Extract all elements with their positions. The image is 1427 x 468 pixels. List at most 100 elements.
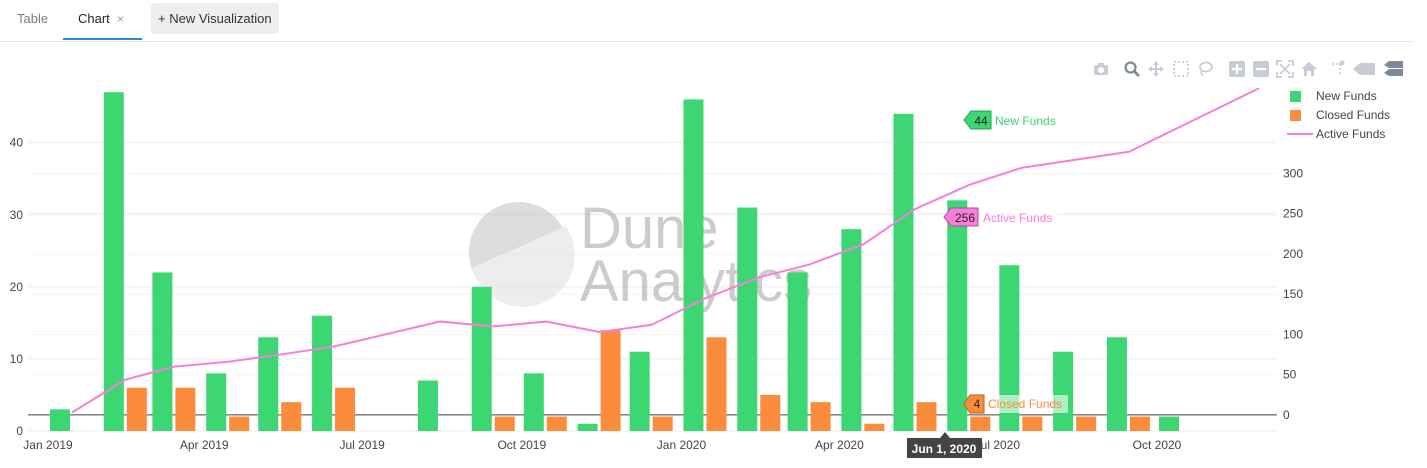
y-left-tick-label: 20 [10, 280, 24, 294]
hover-closest-icon[interactable] [1352, 60, 1376, 78]
camera-icon[interactable] [1092, 60, 1110, 78]
bar-closed-funds [335, 387, 356, 431]
bar-new-funds [683, 99, 704, 432]
y-left-tick-label: 10 [10, 352, 24, 366]
legend-item-active-funds[interactable]: Active Funds [1287, 126, 1390, 145]
bar-closed-funds [1129, 416, 1150, 431]
hover-closed-funds-name: Closed Funds [988, 397, 1062, 411]
x-tick-label: Apr 2019 [180, 438, 229, 452]
tab-table[interactable]: Table [17, 11, 49, 26]
bar-new-funds [1053, 351, 1074, 431]
watermark-logo-shade [472, 226, 575, 307]
close-icon[interactable]: × [117, 12, 125, 26]
watermark-logo-icon [469, 202, 569, 302]
bar-closed-funds [1076, 416, 1097, 431]
y-right-tick-label: 0 [1283, 408, 1290, 422]
hover-date-box [907, 438, 982, 458]
x-tick-label: Oct 2019 [497, 438, 546, 452]
chart-legend: New Funds Closed Funds Active Funds [1287, 88, 1390, 145]
bar-new-funds [471, 286, 492, 431]
zoom-out-icon[interactable] [1252, 60, 1270, 78]
bar-new-funds [841, 229, 862, 431]
y-left-tick-label: 30 [10, 208, 24, 222]
y-right-tick-label: 50 [1283, 368, 1297, 382]
x-tick-label: Jul 2019 [339, 438, 385, 452]
bar-new-funds [947, 200, 968, 431]
x-tick-label: Jul 2020 [975, 438, 1021, 452]
bar-new-funds [50, 409, 70, 431]
legend-label-active-funds: Active Funds [1316, 127, 1386, 141]
hover-active-funds-value: 256 [955, 211, 975, 225]
bar-closed-funds [600, 330, 621, 431]
legend-item-closed-funds[interactable]: Closed Funds [1287, 107, 1390, 126]
bar-closed-funds [916, 402, 937, 431]
bar-new-funds [893, 113, 914, 431]
bar-new-funds [629, 351, 650, 431]
hover-active-funds-box [943, 207, 979, 227]
bar-new-funds [577, 423, 598, 431]
hover-closed-funds-box [963, 394, 985, 414]
hover-new-funds-value: 44 [974, 114, 988, 128]
legend-label-closed-funds: Closed Funds [1316, 108, 1391, 122]
hover-active-funds-name: Active Funds [983, 211, 1052, 225]
x-axis: Jan 2019 Apr 2019 Jul 2019 Oct 2019 Jan 2020… [23, 438, 1181, 452]
line-active-funds [71, 87, 1260, 414]
bar-closed-funds [970, 416, 991, 431]
y-right-tick-label: 100 [1283, 327, 1303, 341]
bar-new-funds [737, 207, 758, 431]
y-left-tick-label: 0 [16, 424, 23, 438]
bar-closed-funds [1022, 416, 1043, 431]
bar-closed-funds [706, 337, 727, 431]
bars-layer [50, 92, 1179, 432]
spike-lines-icon[interactable] [1329, 60, 1347, 78]
bar-closed-funds [126, 387, 147, 431]
y-right-tick-label: 300 [1283, 167, 1303, 181]
tab-chart-label: Chart [78, 11, 110, 26]
line-layer [71, 87, 1260, 414]
hover-date-label: Jun 1, 2020 [912, 442, 977, 456]
hover-closed-funds-value: 4 [974, 397, 981, 411]
lasso-icon[interactable] [1196, 60, 1214, 78]
legend-swatch-new-funds [1290, 91, 1301, 102]
zoom-in-icon[interactable] [1228, 60, 1246, 78]
visualization-tab-bar: Table Chart × + New Visualization [0, 0, 1412, 42]
bar-new-funds [206, 373, 227, 431]
bar-new-funds [1106, 337, 1127, 431]
bar-new-funds [787, 272, 808, 431]
tab-chart[interactable]: Chart × [63, 0, 142, 40]
bar-new-funds [152, 272, 173, 431]
hover-new-funds-name: New Funds [995, 114, 1056, 128]
y-right-tick-label: 150 [1283, 287, 1303, 301]
box-select-icon[interactable] [1172, 60, 1190, 78]
bar-new-funds [103, 92, 124, 431]
bar-closed-funds [229, 416, 250, 431]
hover-compare-icon[interactable] [1382, 60, 1404, 78]
hover-labels: Jun 1, 2020 44 New Funds 256 Active Fund… [907, 110, 1068, 458]
legend-label-new-funds: New Funds [1316, 89, 1377, 103]
bar-closed-funds [652, 416, 673, 431]
reset-axes-icon[interactable] [1300, 60, 1318, 78]
bar-closed-funds [494, 416, 515, 431]
y-left-tick-label: 40 [10, 136, 24, 150]
pan-icon[interactable] [1147, 60, 1165, 78]
new-visualization-button[interactable]: + New Visualization [151, 3, 279, 34]
zoom-icon[interactable] [1123, 60, 1141, 78]
bar-closed-funds [281, 402, 302, 431]
bar-closed-funds [760, 394, 781, 431]
autoscale-icon[interactable] [1276, 60, 1294, 78]
bar-closed-funds [175, 387, 196, 431]
bar-new-funds [258, 337, 279, 431]
legend-item-new-funds[interactable]: New Funds [1287, 88, 1390, 107]
bar-closed-funds [864, 423, 885, 431]
x-tick-label: Oct 2020 [1133, 438, 1182, 452]
bar-closed-funds [810, 402, 831, 431]
bar-new-funds [417, 380, 438, 431]
y-axis-right: 0 50 100 150 200 250 300 [1283, 167, 1303, 422]
bar-new-funds [312, 315, 333, 431]
y-right-tick-label: 200 [1283, 247, 1303, 261]
legend-swatch-closed-funds [1290, 110, 1301, 121]
hover-new-funds-box [963, 110, 992, 130]
bar-closed-funds [546, 416, 567, 431]
legend-swatch-active-funds [1287, 133, 1313, 135]
